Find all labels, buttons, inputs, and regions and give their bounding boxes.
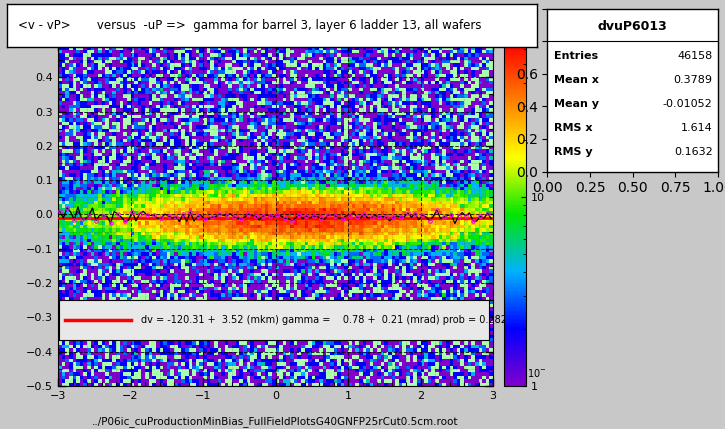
Text: ../P06ic_cuProductionMinBias_FullFieldPlotsG40GNFP25rCut0.5cm.root: ../P06ic_cuProductionMinBias_FullFieldPl… [92,416,459,427]
Text: 46158: 46158 [677,51,713,61]
Text: <v - vP>       versus  -uP =>  gamma for barrel 3, layer 6 ladder 13, all wafers: <v - vP> versus -uP => gamma for barrel … [18,19,481,32]
Text: dvuP6013: dvuP6013 [597,20,668,33]
Text: 0.3789: 0.3789 [674,75,713,85]
Text: RMS x: RMS x [554,124,593,133]
Text: Mean x: Mean x [554,75,599,85]
Text: -0.01052: -0.01052 [663,99,713,109]
Text: Mean y: Mean y [554,99,599,109]
Text: RMS y: RMS y [554,148,593,157]
Text: $10^{-}$: $10^{-}$ [526,367,546,379]
Bar [59,300,489,340]
Text: 0.1632: 0.1632 [674,148,713,157]
Text: dv = -120.31 +  3.52 (mkm) gamma =    0.78 +  0.21 (mrad) prob = 0.282: dv = -120.31 + 3.52 (mkm) gamma = 0.78 +… [141,315,507,325]
Text: 1.614: 1.614 [681,124,713,133]
Text: Entries: Entries [554,51,598,61]
